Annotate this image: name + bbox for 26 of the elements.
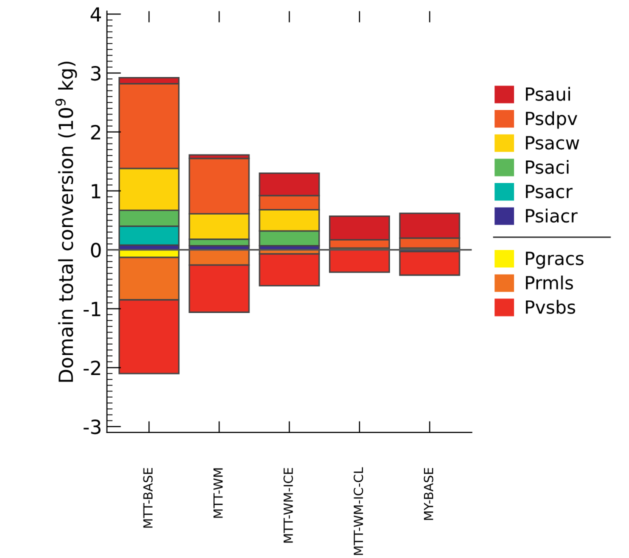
bar <box>399 250 460 276</box>
x-tick-label: MTT-WM-ICE <box>284 468 293 543</box>
y-tick-label: 1 <box>92 184 100 198</box>
x-tick-label: MTT-WM-IC-CL <box>354 467 364 555</box>
legend-label: Psiacr <box>526 208 578 223</box>
y-tick-label: 4 <box>90 7 101 22</box>
legend-label: Psacr <box>526 184 573 198</box>
y-axis-title: Domain total conversion (10$^{9}$ kg) <box>55 62 77 382</box>
legend-label: Psaui <box>526 86 570 101</box>
bar <box>258 253 320 286</box>
legend-label: Psaci <box>526 160 568 174</box>
y-tick-label: 0 <box>90 242 101 258</box>
y-tick-label: 3 <box>91 66 101 81</box>
x-tick-label: MY-BASE <box>424 468 434 520</box>
legend-label: Pvsbs <box>526 300 576 314</box>
legend-label: Psacw <box>526 136 580 150</box>
x-tick-label: MTT-WM <box>214 468 223 518</box>
legend-label: Prmls <box>526 276 573 290</box>
y-tick-label: 2 <box>91 124 100 140</box>
legend-label: Pgracs <box>526 252 584 269</box>
y-tick-label: -2 <box>84 360 100 376</box>
y-tick-label: -1 <box>84 302 100 316</box>
bar <box>328 249 390 273</box>
x-tick-label: MTT-BASE <box>143 468 153 528</box>
y-tick-label: -3 <box>84 420 101 434</box>
legend-label: Psdpv <box>526 111 578 129</box>
